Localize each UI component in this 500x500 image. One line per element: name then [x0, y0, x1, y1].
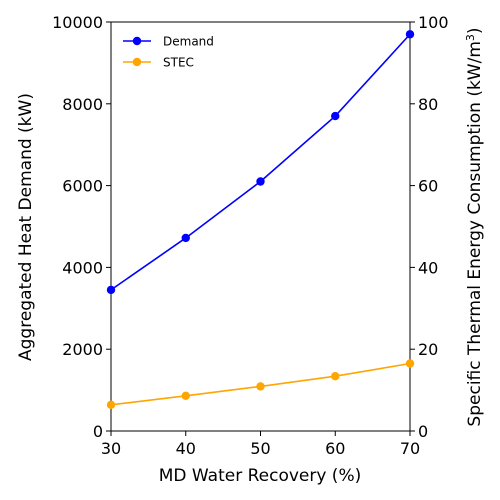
left-y-tick-label: 4000 [62, 258, 103, 277]
legend: Demand STEC [123, 35, 214, 70]
right-y-tick-label: 20 [418, 340, 438, 359]
x-tick-label: 50 [250, 439, 270, 458]
right-y-axis-ticks: 0 20 40 60 80 100 [410, 13, 449, 441]
right-y-axis-label: Specific Thermal Energy Consumption (kW/… [464, 27, 486, 426]
left-y-axis-label: Aggregated Heat Demand (kW) [16, 93, 36, 361]
x-axis-label: MD Water Recovery (%) [159, 466, 361, 486]
right-y-tick-label: 40 [418, 258, 438, 277]
left-y-tick-label: 10000 [52, 13, 103, 32]
demand-data-point [106, 285, 116, 295]
left-y-tick-label: 2000 [62, 340, 103, 359]
x-tick-label: 60 [325, 439, 345, 458]
x-tick-label: 70 [400, 439, 420, 458]
x-axis-ticks: 30 40 50 60 70 [101, 431, 420, 458]
demand-data-point [181, 233, 190, 243]
right-y-tick-label: 100 [418, 13, 449, 32]
demand-data-point [331, 111, 340, 121]
stec-legend-marker [132, 57, 142, 67]
stec-data-point [331, 371, 340, 381]
left-y-tick-label: 0 [93, 422, 103, 441]
demand-data-point [256, 177, 265, 186]
stec-legend-label: STEC [163, 56, 194, 70]
series-layer [106, 30, 415, 410]
left-y-axis-ticks: 0 2000 4000 6000 8000 10000 [52, 13, 111, 441]
left-y-tick-label: 8000 [62, 95, 103, 114]
stec-data-point [181, 391, 190, 401]
right-y-tick-label: 0 [418, 422, 428, 441]
right-y-tick-label: 60 [418, 177, 438, 196]
left-y-tick-label: 6000 [62, 177, 103, 196]
stec-data-point [405, 359, 415, 368]
demand-series-line [110, 33, 411, 291]
right-y-tick-label: 80 [418, 95, 438, 114]
demand-legend-marker [132, 36, 142, 46]
right-y-axis-label-main: Specific Thermal Energy Consumption (kW/… [465, 41, 485, 426]
x-tick-label: 40 [176, 439, 196, 458]
right-y-axis-label-end: ) [465, 27, 485, 34]
stec-data-point [256, 382, 265, 391]
stec-data-point [106, 400, 116, 410]
x-tick-label: 30 [101, 439, 121, 458]
demand-legend-label: Demand [163, 35, 214, 49]
demand-data-point [405, 30, 415, 39]
right-y-axis-label-superscript: 3 [464, 34, 477, 41]
